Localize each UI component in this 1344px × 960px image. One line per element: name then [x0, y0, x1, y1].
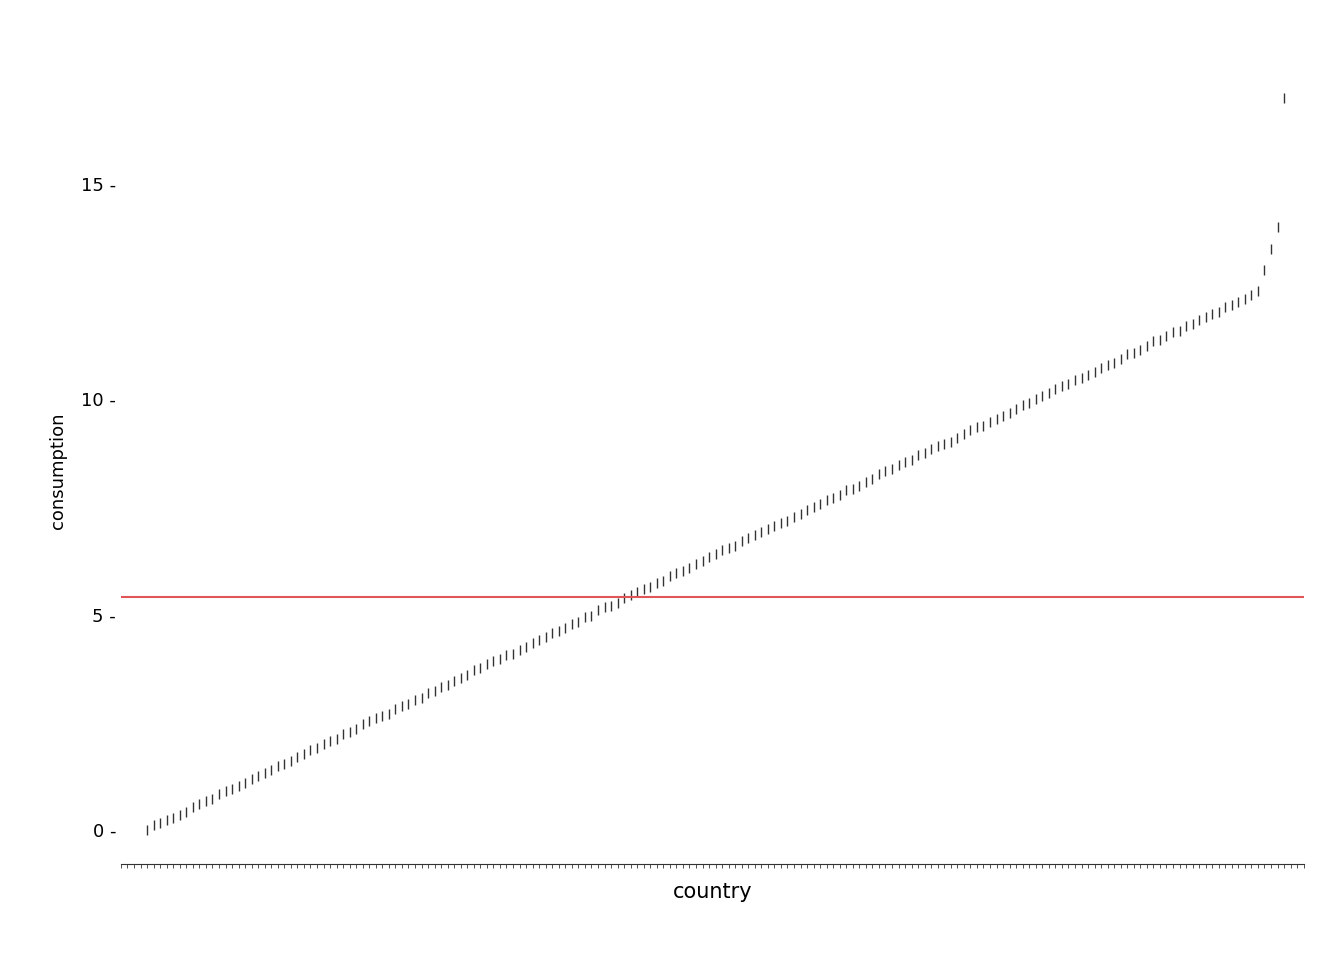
Y-axis label: consumption: consumption	[50, 412, 67, 529]
X-axis label: country: country	[672, 882, 753, 902]
